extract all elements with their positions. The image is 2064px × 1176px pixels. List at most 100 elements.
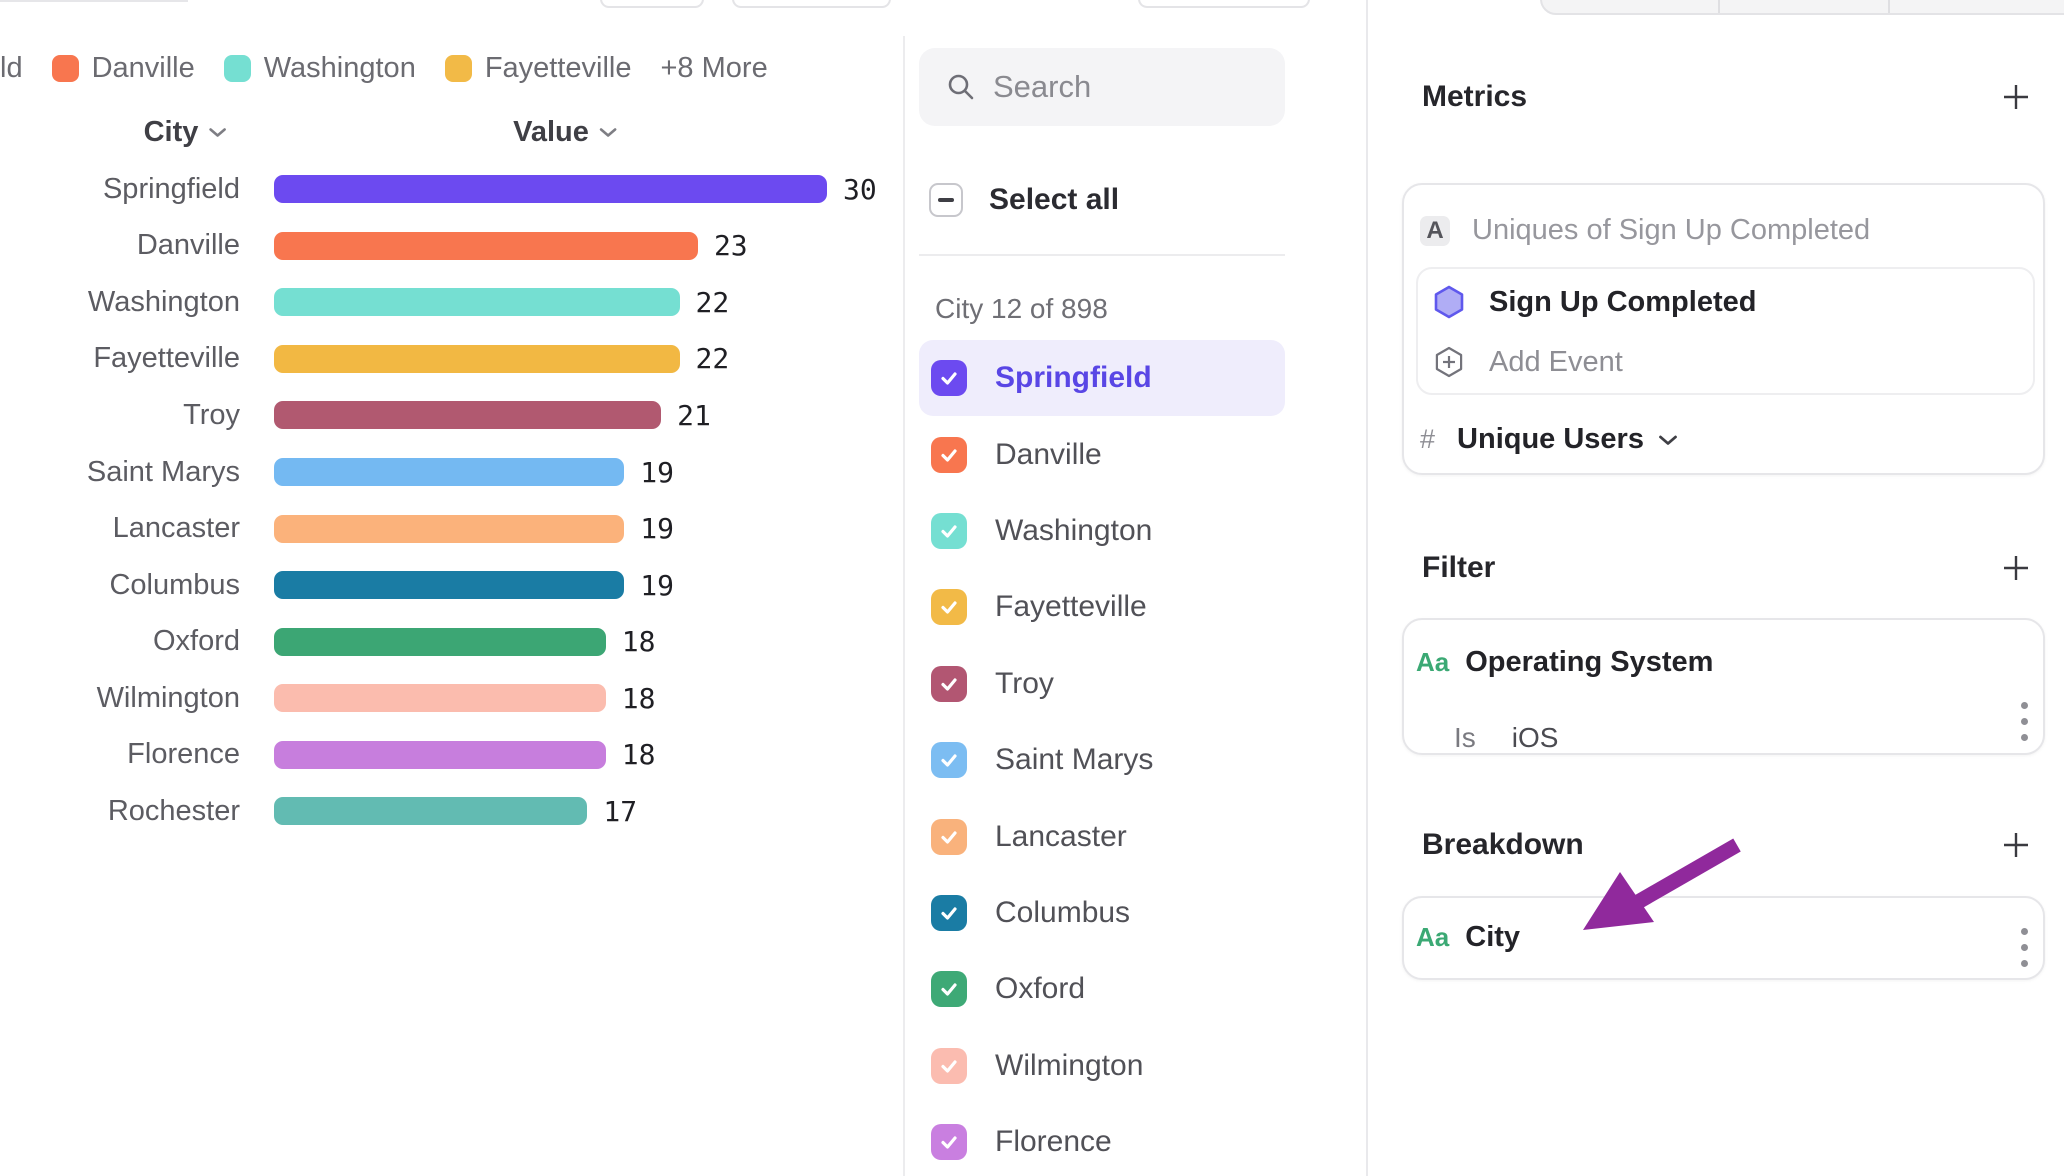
select-all-row[interactable]: Select all: [929, 183, 1119, 217]
legend-swatch: [51, 54, 79, 82]
city-checkbox[interactable]: [931, 1124, 967, 1161]
filter-property-row[interactable]: Aa Operating System: [1416, 646, 1714, 678]
bar[interactable]: [274, 627, 606, 656]
legend-item-truncated: ld: [0, 51, 23, 84]
city-list-item[interactable]: Fayetteville: [919, 569, 1285, 645]
measure-row[interactable]: # Unique Users: [1420, 423, 1678, 456]
city-checkbox[interactable]: [931, 742, 967, 779]
bar-value: 18: [621, 681, 656, 715]
city-checkbox[interactable]: [931, 818, 967, 855]
city-name: Danville: [995, 437, 1102, 471]
number-type-icon: #: [1420, 424, 1436, 454]
chart-row: Springfield 30: [0, 161, 910, 218]
add-metric-button[interactable]: [2001, 82, 2031, 112]
metric-card[interactable]: A Uniques of Sign Up Completed Sign Up C…: [1402, 183, 2045, 475]
add-filter-button[interactable]: [2001, 553, 2031, 583]
filter-clause[interactable]: Is iOS: [1454, 722, 1559, 753]
city-checkbox[interactable]: [931, 665, 967, 702]
city-list-item[interactable]: Danville: [919, 416, 1285, 492]
bar-value: 18: [621, 625, 656, 659]
city-list-item[interactable]: Wilmington: [919, 1028, 1285, 1104]
legend-item: Fayetteville: [444, 52, 632, 85]
bar-value: 19: [640, 455, 674, 489]
legend-more[interactable]: +8 More: [660, 51, 768, 84]
column-header-city[interactable]: City: [144, 116, 227, 149]
column-header-value[interactable]: Value: [513, 116, 617, 149]
legend-swatch: [444, 54, 472, 82]
city-name: Troy: [995, 666, 1054, 700]
city-list-item[interactable]: Troy: [919, 646, 1285, 722]
city-name: Lancaster: [995, 819, 1127, 853]
bar-label: Troy: [183, 398, 240, 431]
city-checkbox[interactable]: [931, 589, 967, 626]
bar[interactable]: [274, 231, 698, 260]
city-checkbox[interactable]: [931, 512, 967, 549]
bar[interactable]: [274, 740, 606, 769]
breakdown-heading: Breakdown: [1422, 828, 1584, 861]
check-icon: [941, 1136, 957, 1149]
city-list: Springfield Danville Washington Fayettevill…: [919, 340, 1285, 1176]
city-name: Oxford: [995, 972, 1086, 1006]
kebab-menu-icon[interactable]: [2020, 702, 2028, 741]
chart-row: Lancaster 19: [0, 500, 910, 557]
bar-label: Danville: [136, 229, 240, 262]
chart-row: Washington 22: [0, 274, 910, 331]
bar[interactable]: [274, 797, 588, 826]
check-icon: [941, 1060, 957, 1073]
bar[interactable]: [274, 458, 625, 486]
city-checkbox[interactable]: [931, 971, 967, 1008]
breakdown-card[interactable]: Aa City: [1402, 896, 2045, 980]
panel-divider: [1366, 0, 1368, 1176]
city-list-item[interactable]: Lancaster: [919, 798, 1285, 874]
metric-summary: Uniques of Sign Up Completed: [1472, 214, 1871, 246]
city-checkbox[interactable]: [931, 894, 967, 931]
annotation-arrow: [1583, 838, 1741, 930]
city-count-label: City 12 of 898: [935, 293, 1108, 324]
check-icon: [941, 678, 957, 691]
bar[interactable]: [274, 344, 680, 373]
city-list-item[interactable]: Florence: [919, 1104, 1285, 1176]
city-name: Columbus: [995, 895, 1131, 929]
select-all-checkbox[interactable]: [929, 183, 963, 217]
event-hexagon-icon: [1434, 285, 1464, 319]
top-cutoff-edge: [0, 0, 188, 2]
city-checkbox[interactable]: [931, 436, 967, 473]
city-list-item[interactable]: Columbus: [919, 875, 1285, 951]
legend-item: Danville: [51, 52, 195, 85]
chart-row: Oxford 18: [0, 613, 910, 670]
bar[interactable]: [274, 175, 827, 204]
check-icon: [941, 983, 957, 996]
city-list-item[interactable]: Springfield: [919, 340, 1285, 417]
bar-label: Rochester: [107, 794, 240, 827]
check-icon: [941, 525, 957, 538]
add-event-row[interactable]: Add Event: [1432, 345, 1623, 379]
city-list-item[interactable]: Saint Marys: [919, 722, 1285, 798]
bar[interactable]: [274, 571, 625, 600]
kebab-menu-icon[interactable]: [2020, 928, 2028, 967]
city-list-item[interactable]: Washington: [919, 493, 1285, 569]
breakdown-property-row[interactable]: Aa City: [1416, 921, 1521, 953]
top-cutoff-button: [732, 0, 891, 8]
city-checkbox[interactable]: [931, 360, 967, 397]
bar[interactable]: [274, 288, 680, 317]
chevron-down-icon: [209, 128, 226, 137]
bar-label: Lancaster: [112, 512, 240, 545]
add-breakdown-button[interactable]: [2001, 830, 2031, 860]
bar-value: 17: [603, 794, 638, 828]
chart-row: Rochester 17: [0, 783, 910, 840]
bar[interactable]: [274, 401, 662, 430]
bar[interactable]: [274, 684, 606, 713]
city-name: Saint Marys: [995, 743, 1154, 777]
metrics-heading: Metrics: [1422, 80, 1528, 113]
filter-card[interactable]: Aa Operating System Is iOS: [1402, 618, 2045, 755]
add-event-hexagon-plus-icon: [1435, 346, 1463, 378]
city-checkbox[interactable]: [931, 1047, 967, 1084]
event-row[interactable]: Sign Up Completed: [1432, 285, 1756, 319]
search-input[interactable]: Search: [919, 48, 1285, 126]
legend-swatch: [223, 54, 251, 82]
check-icon: [941, 372, 957, 385]
chart-row: Troy 21: [0, 387, 910, 444]
city-list-item[interactable]: Oxford: [919, 951, 1285, 1027]
bar[interactable]: [274, 514, 625, 543]
